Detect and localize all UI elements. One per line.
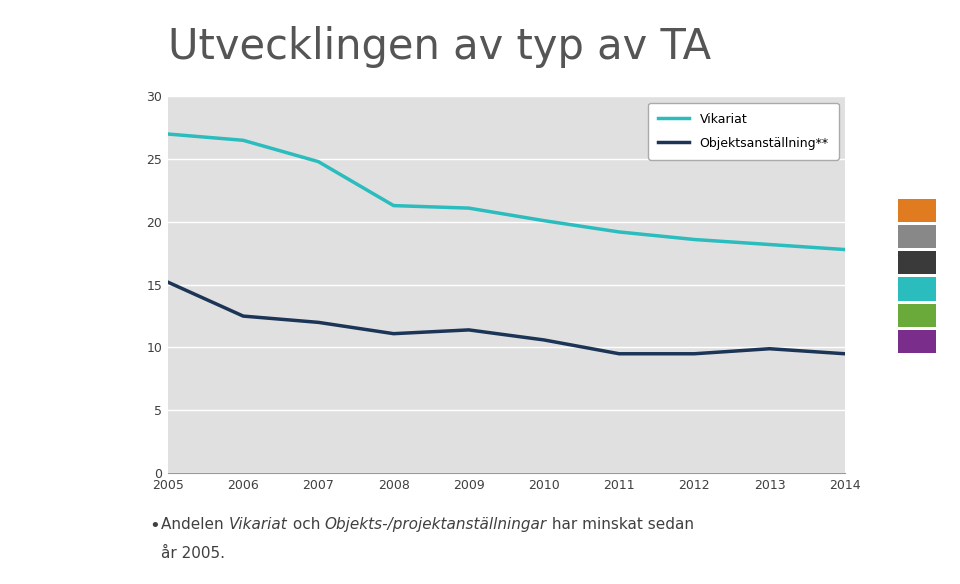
Text: Objekts-/projektanställningar: Objekts-/projektanställningar — [324, 517, 547, 532]
Text: år 2005.: år 2005. — [161, 546, 226, 561]
Legend: Vikariat, Objektsanställning**: Vikariat, Objektsanställning** — [648, 103, 838, 160]
Text: Vikariat: Vikariat — [228, 517, 288, 532]
Text: har minskat sedan: har minskat sedan — [547, 517, 694, 532]
Text: Utvecklingen av typ av TA: Utvecklingen av typ av TA — [168, 26, 711, 68]
Text: Andelen: Andelen — [161, 517, 228, 532]
Text: •: • — [149, 517, 159, 535]
Text: och: och — [288, 517, 324, 532]
